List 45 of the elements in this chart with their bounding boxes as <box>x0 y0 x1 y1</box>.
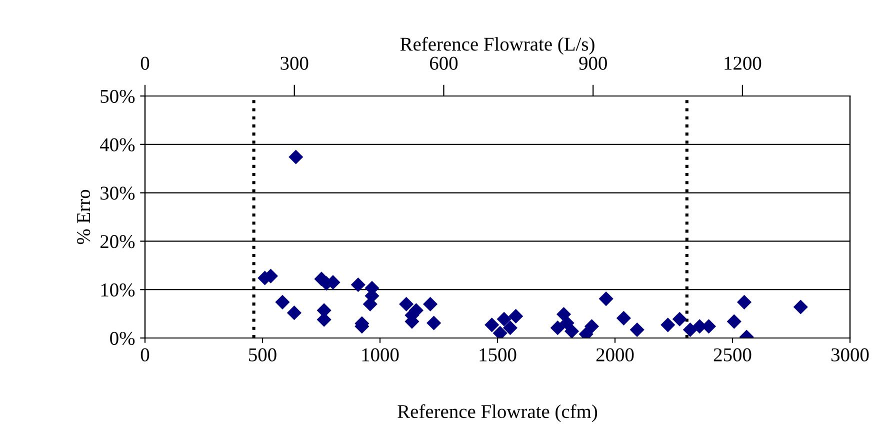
point <box>584 319 600 334</box>
y-axis-title: % Erro <box>77 190 90 244</box>
y-tick-label: 50% <box>100 90 135 103</box>
x-tick-label: 2000 <box>596 348 634 362</box>
point <box>502 320 518 336</box>
point <box>399 296 414 312</box>
point <box>484 318 500 332</box>
x-tick-label: 1500 <box>480 348 516 362</box>
x-tick-label: 2500 <box>714 348 752 362</box>
y-tick-label: 0% <box>110 332 135 345</box>
y-tick-label: 20% <box>100 235 135 248</box>
x2-tick-label: 300 <box>280 56 308 70</box>
point <box>275 294 290 310</box>
point <box>423 296 438 312</box>
point <box>616 310 631 326</box>
x-axis-title: Reference Flowrate (cfm) <box>398 404 598 422</box>
point <box>286 306 302 320</box>
point <box>560 316 574 330</box>
x-tick-label: 500 <box>249 348 276 362</box>
point <box>660 318 676 332</box>
point <box>598 292 614 306</box>
point <box>630 322 644 338</box>
x2-tick-label: 900 <box>579 56 607 70</box>
y-tick-label: 30% <box>100 186 135 200</box>
x-tick-label: 0 <box>140 348 150 362</box>
point <box>288 150 304 164</box>
x2-axis-title: Reference Flowrate (L/s) <box>400 36 594 55</box>
x2-tick-label: 0 <box>140 56 150 70</box>
point <box>564 324 580 338</box>
point <box>793 300 808 314</box>
x2-tick-label: 600 <box>430 56 458 70</box>
point <box>682 322 698 338</box>
x-tick-label: 3000 <box>831 348 869 362</box>
y-tick-label: 40% <box>100 138 135 152</box>
point <box>508 308 524 324</box>
point <box>726 314 742 329</box>
x2-tick-label: 1200 <box>724 56 762 70</box>
point <box>550 320 565 336</box>
point <box>672 312 687 326</box>
point <box>426 316 442 330</box>
point <box>736 294 752 310</box>
x-tick-label: 1000 <box>362 348 399 362</box>
point <box>496 312 512 326</box>
point <box>350 277 366 292</box>
y-tick-label: 10% <box>101 283 135 297</box>
